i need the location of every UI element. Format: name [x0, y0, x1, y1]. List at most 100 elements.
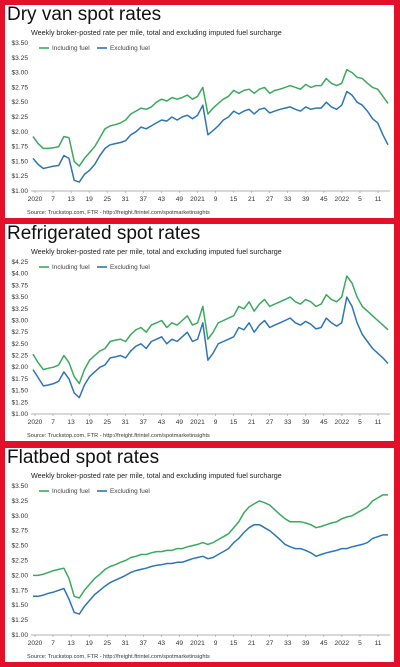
legend-label: Excluding fuel [110, 264, 150, 271]
y-tick-label: $2.50 [11, 99, 28, 106]
x-tick-label: 49 [176, 419, 184, 426]
x-tick-label: 43 [158, 196, 166, 203]
x-tick-label: 21 [248, 640, 256, 647]
x-tick-label: 2021 [190, 419, 205, 426]
x-tick-label: 9 [214, 419, 218, 426]
x-tick-label: 39 [302, 640, 310, 647]
x-tick-label: 25 [104, 419, 112, 426]
chart-title: Refrigerated spot rates [7, 223, 201, 244]
y-tick-label: $2.75 [11, 329, 28, 336]
x-tick-label: 25 [104, 196, 112, 203]
flatbed-plot: $1.00 $1.25 $1.50 $1.75 $2.00 $2.25 $2.50 $2.75… [11, 483, 390, 647]
chart-subtitle: Weekly broker-posted rate per mile, tota… [31, 247, 282, 256]
x-tick-label: 37 [140, 640, 148, 647]
x-tick-label: 15 [230, 640, 238, 647]
x-tick-label: 45 [320, 640, 328, 647]
y-tick-label: $3.00 [11, 513, 28, 520]
x-tick-label: 7 [51, 196, 55, 203]
x-tick-label: 19 [85, 196, 93, 203]
y-tick-label: $1.75 [11, 587, 28, 594]
refrigerated-plot: $1.00 $1.25 $1.50 $1.75 $2.00 $2.25 $2.50 $2.75… [11, 259, 390, 426]
legend-label: Excluding fuel [110, 488, 150, 495]
x-tick-label: 21 [248, 196, 256, 203]
x-tick-label: 31 [122, 419, 130, 426]
x-tick-label: 49 [176, 640, 184, 647]
x-tick-label: 45 [320, 196, 328, 203]
x-tick-label: 27 [266, 419, 274, 426]
y-tick-label: $1.00 [11, 632, 28, 639]
y-tick-label: $3.25 [11, 306, 28, 313]
x-tick-label: 2022 [335, 196, 350, 203]
y-tick-label: $1.50 [11, 388, 28, 395]
y-tick-label: $1.00 [11, 188, 28, 195]
flatbed-chart-panel: Flatbed spot rates Weekly broker-posted … [5, 447, 394, 662]
x-tick-label: 43 [158, 419, 166, 426]
x-tick-label: 2020 [28, 196, 43, 203]
y-tick-label: $1.00 [11, 411, 28, 418]
x-tick-label: 15 [230, 196, 238, 203]
x-tick-label: 49 [176, 196, 184, 203]
y-tick-label: $2.25 [11, 114, 28, 121]
x-tick-label: 25 [104, 640, 112, 647]
y-tick-label: $1.75 [11, 376, 28, 383]
dry-van-plot: $1.00 $1.25 $1.50 $1.75 $2.00 $2.25 $2.50 $2.75… [11, 40, 390, 203]
y-tick-label: $3.50 [11, 483, 28, 490]
y-tick-label: $1.25 [11, 399, 28, 406]
series-line [32, 68, 389, 167]
chart-source: Source: Truckstop.com, FTR - http://frei… [27, 654, 210, 660]
x-tick-label: 2022 [335, 640, 350, 647]
chart-subtitle: Weekly broker-posted rate per mile, tota… [31, 471, 282, 480]
x-tick-label: 33 [284, 640, 292, 647]
x-tick-label: 13 [67, 419, 75, 426]
x-tick-label: 2022 [335, 419, 350, 426]
x-tick-label: 2021 [190, 196, 205, 203]
y-tick-label: $3.75 [11, 282, 28, 289]
x-tick-label: 21 [248, 419, 256, 426]
y-tick-label: $1.25 [11, 173, 28, 180]
y-tick-label: $3.00 [11, 70, 28, 77]
x-tick-label: 27 [266, 196, 274, 203]
y-tick-label: $2.25 [11, 558, 28, 565]
y-tick-label: $4.00 [11, 271, 28, 278]
chart-source: Source: Truckstop.com, FTR - http://frei… [27, 210, 210, 216]
y-tick-label: $2.25 [11, 353, 28, 360]
chart-subtitle: Weekly broker-posted rate per mile, tota… [31, 28, 282, 37]
refrigerated-chart-panel: Refrigerated spot rates Weekly broker-po… [5, 223, 394, 441]
series-line [32, 296, 389, 399]
x-tick-label: 9 [214, 640, 218, 647]
legend-label: Excluding fuel [110, 45, 150, 52]
y-tick-label: $4.25 [11, 259, 28, 266]
x-tick-label: 15 [230, 419, 238, 426]
y-tick-label: $3.00 [11, 317, 28, 324]
x-tick-label: 19 [85, 640, 93, 647]
chart-source: Source: Truckstop.com, FTR - http://frei… [27, 433, 210, 439]
x-tick-label: 33 [284, 196, 292, 203]
y-tick-label: $1.50 [11, 158, 28, 165]
x-tick-label: 13 [67, 640, 75, 647]
x-tick-label: 45 [320, 419, 328, 426]
x-tick-label: 33 [284, 419, 292, 426]
x-tick-label: 5 [358, 640, 362, 647]
x-tick-label: 19 [85, 419, 93, 426]
series-line [32, 90, 389, 183]
x-tick-label: 7 [51, 419, 55, 426]
x-tick-label: 5 [358, 196, 362, 203]
x-tick-label: 5 [358, 419, 362, 426]
x-tick-label: 31 [122, 196, 130, 203]
x-tick-label: 31 [122, 640, 130, 647]
y-tick-label: $3.25 [11, 498, 28, 505]
x-tick-label: 11 [375, 419, 382, 426]
y-tick-label: $3.50 [11, 40, 28, 47]
y-tick-label: $2.50 [11, 341, 28, 348]
x-tick-label: 11 [375, 196, 382, 203]
y-tick-label: $1.50 [11, 602, 28, 609]
y-tick-label: $2.75 [11, 528, 28, 535]
x-tick-label: 27 [266, 640, 274, 647]
chart-title: Dry van spot rates [7, 4, 162, 25]
series-line [32, 275, 389, 385]
chart-title: Flatbed spot rates [7, 447, 160, 468]
x-tick-label: 43 [158, 640, 166, 647]
y-tick-label: $3.50 [11, 294, 28, 301]
y-tick-label: $2.50 [11, 543, 28, 550]
x-tick-label: 11 [375, 640, 382, 647]
